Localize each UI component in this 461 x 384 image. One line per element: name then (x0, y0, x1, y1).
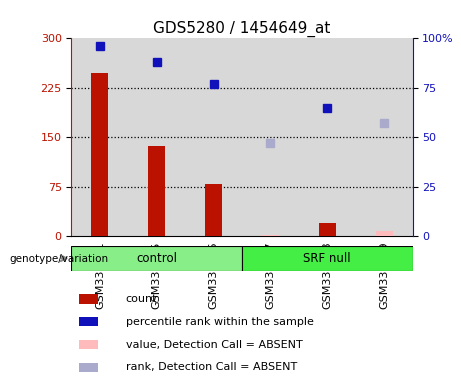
Bar (299, 38, 356, 236)
Text: SRF null: SRF null (303, 252, 351, 265)
Bar (262, 235, 279, 236)
Bar (91, 73, 108, 236)
Bar (79, 340, 98, 349)
Bar (71, 246, 242, 271)
Bar (71, 38, 128, 236)
Title: GDS5280 / 1454649_at: GDS5280 / 1454649_at (154, 21, 331, 37)
Text: control: control (136, 252, 177, 265)
Bar (128, 38, 185, 236)
Bar (356, 38, 413, 236)
Bar (376, 231, 393, 236)
Bar (242, 38, 299, 236)
Text: genotype/variation: genotype/variation (9, 254, 108, 264)
Bar (79, 363, 98, 372)
Bar (185, 38, 242, 236)
Bar (242, 246, 413, 271)
Text: percentile rank within the sample: percentile rank within the sample (126, 317, 313, 327)
Text: value, Detection Call = ABSENT: value, Detection Call = ABSENT (126, 339, 302, 349)
Bar (79, 317, 98, 326)
Text: count: count (126, 294, 157, 304)
Bar (319, 223, 336, 236)
Text: rank, Detection Call = ABSENT: rank, Detection Call = ABSENT (126, 362, 297, 372)
Bar (148, 146, 165, 236)
Bar (79, 294, 98, 304)
Bar (205, 184, 222, 236)
